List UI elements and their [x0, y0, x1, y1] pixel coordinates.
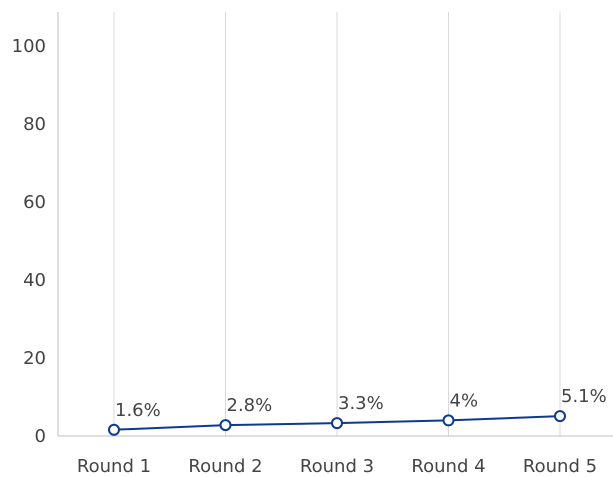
data-label: 2.8% — [227, 395, 273, 416]
data-point — [442, 414, 455, 427]
x-tick-label: Round 5 — [523, 456, 597, 477]
y-tick-label: 0 — [35, 426, 46, 447]
series-markers — [108, 410, 566, 436]
data-point — [554, 410, 566, 423]
x-tick-label: Round 2 — [188, 456, 262, 477]
y-tick-label: 80 — [23, 114, 46, 135]
y-tick-label: 100 — [12, 36, 46, 57]
data-label: 5.1% — [561, 386, 607, 407]
gridlines — [113, 12, 561, 436]
data-point — [219, 419, 232, 432]
y-tick-label: 40 — [23, 270, 46, 291]
x-axis-ticks: Round 1 Round 2 Round 3 Round 4 Round 5 — [77, 456, 597, 477]
x-tick-label: Round 1 — [77, 456, 151, 477]
data-label: 1.6% — [115, 400, 161, 421]
y-axis-ticks: 0 20 40 60 80 100 — [12, 36, 46, 447]
data-label: 4% — [450, 390, 479, 411]
data-point — [331, 417, 343, 430]
x-tick-label: Round 3 — [300, 456, 374, 477]
data-point — [108, 423, 120, 436]
y-tick-label: 20 — [23, 348, 46, 369]
y-tick-label: 60 — [23, 192, 46, 213]
data-labels: 1.6% 2.8% 3.3% 4% 5.1% — [115, 386, 607, 421]
data-label: 3.3% — [338, 393, 384, 414]
x-tick-label: Round 4 — [411, 456, 485, 477]
